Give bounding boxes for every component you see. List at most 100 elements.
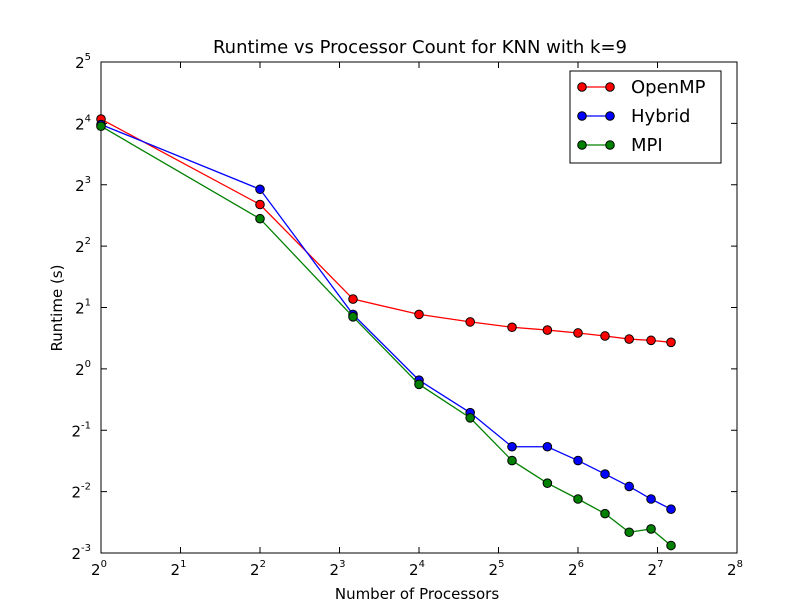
y-axis-label: Runtime (s): [48, 265, 66, 352]
x-tick-label: 22: [250, 559, 266, 579]
y-tick-base: 2: [75, 361, 85, 379]
x-tick-label: 25: [489, 559, 505, 579]
legend-label-mpi: MPI: [631, 135, 663, 156]
y-tick-exp: 3: [85, 175, 91, 186]
data-point-mpi: [542, 478, 553, 488]
data-point-mpi: [348, 312, 358, 322]
data-point-mpi: [465, 413, 475, 423]
data-point-mpi: [507, 455, 517, 466]
y-tick-label: 2-3: [71, 543, 91, 563]
legend-item-mpi: MPI: [577, 135, 663, 156]
chart-title: Runtime vs Processor Count for KNN with …: [213, 37, 627, 58]
x-tick-exp: 0: [101, 559, 107, 570]
x-tick-label: 24: [409, 559, 425, 579]
data-point-mpi: [666, 540, 676, 551]
x-tick-exp: 4: [419, 559, 425, 570]
data-point-hybrid: [646, 494, 656, 504]
x-tick-label: 21: [171, 559, 187, 579]
x-tick-exp: 2: [260, 559, 266, 570]
data-point-openmp: [666, 337, 676, 348]
y-tick-exp: -1: [81, 420, 91, 431]
y-tick-exp: 4: [85, 113, 91, 124]
data-point-openmp: [507, 322, 517, 333]
data-point-hybrid: [666, 504, 676, 514]
legend-label-openmp: OpenMP: [631, 77, 706, 98]
x-tick-exp: 5: [498, 559, 504, 570]
x-tick-base: 2: [91, 561, 101, 579]
y-tick-exp: 1: [85, 298, 91, 309]
y-tick-label: 21: [75, 298, 91, 318]
series-layer: [96, 114, 676, 551]
data-point-openmp: [573, 328, 583, 338]
y-tick-base: 2: [75, 238, 85, 256]
data-point-hybrid: [600, 469, 610, 479]
legend-marker-mpi: [577, 140, 587, 150]
y-tick-exp: 5: [85, 52, 91, 63]
legend-marker-hybrid: [577, 111, 587, 121]
x-tick-base: 2: [489, 561, 499, 579]
series-mpi: [96, 121, 676, 551]
legend: OpenMP Hybrid MPI: [569, 70, 722, 164]
x-tick-base: 2: [330, 561, 340, 579]
data-point-hybrid: [624, 481, 634, 492]
legend-marker-mpi: [605, 140, 615, 150]
legend-label-hybrid: Hybrid: [631, 106, 690, 127]
x-tick-base: 2: [568, 561, 578, 579]
legend-item-openmp: OpenMP: [577, 77, 706, 98]
data-point-openmp: [600, 331, 610, 341]
y-tick-base: 2: [71, 545, 81, 563]
legend-box: [569, 70, 722, 164]
data-point-openmp: [255, 199, 265, 210]
data-point-openmp: [542, 325, 553, 335]
x-axis-label: Number of Processors: [335, 585, 499, 603]
x-tick-base: 2: [648, 561, 658, 579]
y-tick-base: 2: [75, 177, 85, 195]
y-tick-label: 2-1: [71, 420, 91, 440]
y-tick-exp: 0: [85, 359, 91, 370]
x-tick-exp: 3: [339, 559, 345, 570]
y-tick-label: 2-2: [71, 482, 91, 502]
x-tick-label: 27: [648, 559, 664, 579]
legend-marker-openmp: [577, 82, 587, 92]
data-point-mpi: [255, 213, 265, 224]
y-tick-label: 24: [75, 113, 91, 133]
data-point-hybrid: [507, 441, 517, 452]
y-tick-base: 2: [71, 484, 81, 502]
data-point-openmp: [646, 335, 656, 346]
data-point-mpi: [624, 527, 634, 538]
x-tick-base: 2: [727, 561, 737, 579]
data-point-mpi: [96, 121, 106, 131]
x-tick-base: 2: [409, 561, 419, 579]
y-tick-base: 2: [75, 115, 85, 133]
x-tick-label: 23: [330, 559, 346, 579]
data-point-openmp: [348, 294, 358, 304]
data-point-openmp: [414, 309, 424, 320]
data-point-mpi: [573, 494, 583, 504]
data-point-hybrid: [573, 455, 583, 466]
x-tick-label: 20: [91, 559, 107, 579]
y-tick-exp: -3: [81, 543, 91, 554]
data-point-openmp: [624, 334, 634, 344]
x-tick-exp: 6: [578, 559, 584, 570]
data-point-mpi: [414, 379, 424, 390]
series-hybrid: [96, 119, 676, 514]
y-tick-base: 2: [75, 54, 85, 72]
x-tick-base: 2: [250, 561, 260, 579]
x-tick-exp: 8: [737, 559, 743, 570]
legend-marker-openmp: [605, 82, 615, 92]
data-point-mpi: [600, 508, 610, 519]
y-tick-label: 22: [75, 236, 91, 256]
data-point-hybrid: [542, 441, 553, 452]
x-tick-base: 2: [171, 561, 181, 579]
x-tick-label: 28: [727, 559, 743, 579]
x-tick-exp: 7: [657, 559, 663, 570]
series-openmp: [96, 114, 676, 348]
y-tick-exp: 2: [85, 236, 91, 247]
data-point-openmp: [465, 317, 475, 327]
y-tick-label: 25: [75, 52, 91, 72]
y-tick-label: 23: [75, 175, 91, 195]
x-tick-label: 26: [568, 559, 584, 579]
